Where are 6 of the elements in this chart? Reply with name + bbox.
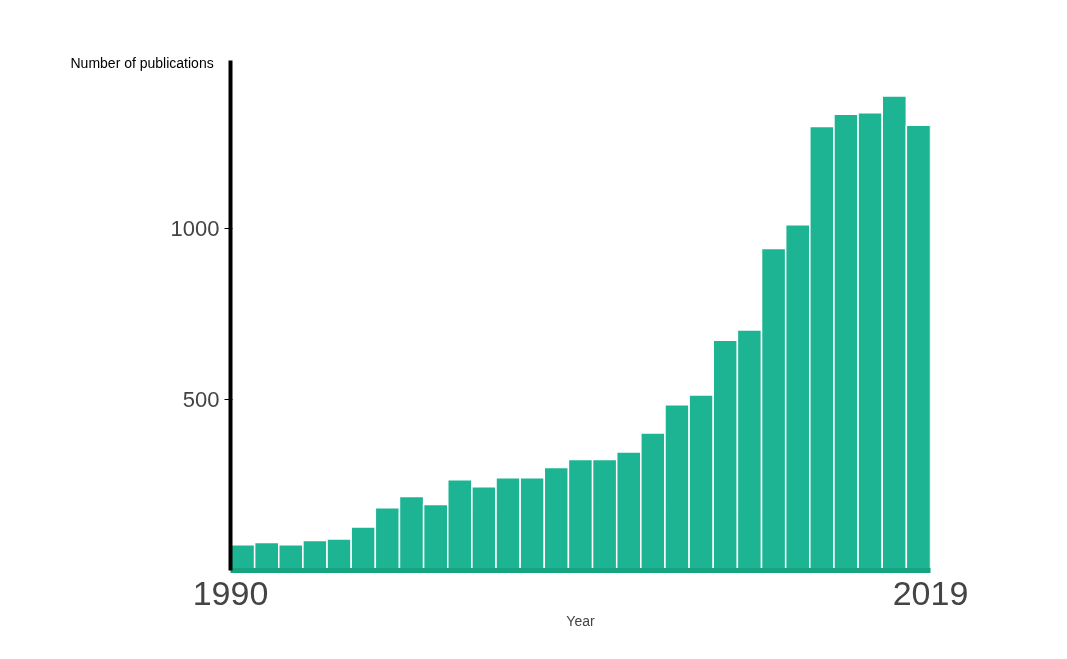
y-tick-label: 1000 — [170, 215, 220, 241]
x-tick-label: 2019 — [892, 573, 969, 612]
y-axis-title: Number of publications — [70, 54, 214, 71]
x-axis-title: Year — [566, 612, 595, 629]
x-tick-label: 1990 — [192, 573, 269, 612]
y-tick-label: 500 — [182, 386, 220, 412]
